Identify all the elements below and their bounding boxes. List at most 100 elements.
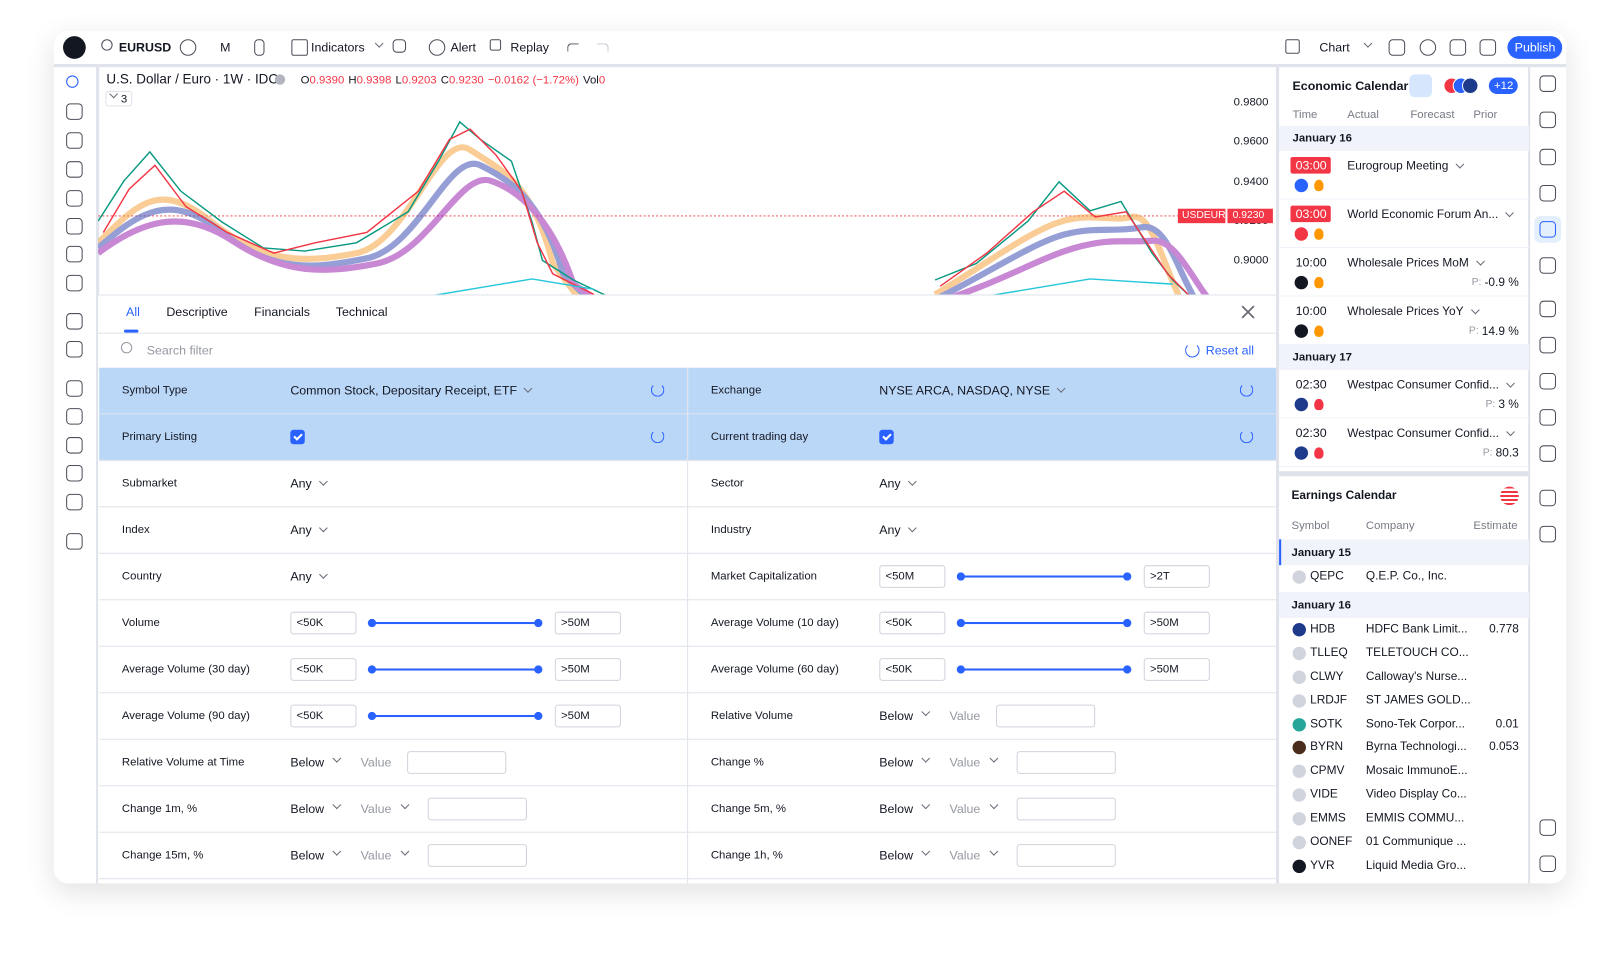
checkbox bbox=[290, 429, 305, 445]
earnings-symbol[interactable]: BYRN bbox=[1310, 741, 1344, 754]
chevron bbox=[1505, 378, 1515, 388]
earnings-symbol[interactable]: HDB bbox=[1310, 622, 1336, 636]
filter-row bbox=[99, 833, 688, 880]
left-toolbar bbox=[54, 67, 100, 884]
prior-value: -0.9 % bbox=[1484, 276, 1519, 290]
earnings-symbol[interactable]: SOTK bbox=[1310, 717, 1343, 730]
interval[interactable]: M bbox=[220, 40, 231, 55]
compare-field[interactable]: Value bbox=[360, 755, 392, 770]
earnings-symbol[interactable]: VIDE bbox=[1310, 788, 1338, 801]
slider-track bbox=[960, 621, 1128, 625]
compare-op[interactable]: Below bbox=[879, 848, 914, 863]
compare-field[interactable]: Value bbox=[949, 708, 981, 724]
publish-label[interactable]: Publish bbox=[1514, 40, 1556, 55]
compare-op[interactable]: Below bbox=[290, 755, 325, 770]
date: January 15 bbox=[1291, 546, 1351, 559]
impact-icon bbox=[1314, 276, 1324, 289]
toolbar-icon bbox=[1449, 39, 1467, 56]
event-name: Eurogroup Meeting bbox=[1347, 159, 1465, 173]
slider-knob bbox=[1123, 665, 1132, 674]
filter-row bbox=[688, 833, 1277, 880]
indicators-button[interactable]: Indicators bbox=[310, 40, 365, 55]
event-time: 02:30 bbox=[1295, 425, 1327, 441]
tab[interactable]: Financials bbox=[254, 304, 310, 320]
search-filter[interactable]: Search filter bbox=[146, 343, 213, 358]
earnings-company: Video Display Co... bbox=[1365, 788, 1467, 801]
date-group bbox=[1279, 591, 1530, 618]
compare-op[interactable]: Below bbox=[879, 755, 914, 770]
indicators-toggle bbox=[105, 90, 133, 107]
earnings-symbol[interactable]: YVR bbox=[1310, 859, 1335, 872]
reset-all[interactable]: Reset all bbox=[1205, 343, 1254, 358]
filter-row bbox=[688, 507, 1277, 554]
select-value: Any bbox=[879, 522, 901, 538]
impact-icon bbox=[1314, 325, 1324, 337]
select-value: NYSE ARCA, NASDAQ, NYSE bbox=[879, 383, 1051, 398]
filter-select[interactable]: Any bbox=[879, 476, 917, 491]
earnings-symbol[interactable]: CPMV bbox=[1310, 764, 1345, 778]
side-tool bbox=[1539, 819, 1556, 836]
compare-op[interactable]: Below bbox=[879, 801, 914, 817]
select-value: Any bbox=[290, 476, 312, 491]
close-button bbox=[1241, 305, 1255, 319]
layout-button[interactable]: Chart bbox=[1319, 40, 1350, 55]
time-badge bbox=[1290, 205, 1331, 223]
filter-select[interactable]: Any bbox=[879, 522, 917, 538]
filter-row bbox=[99, 740, 688, 787]
price-tag-symbol-text: USDEUR bbox=[1181, 209, 1226, 222]
input bbox=[427, 797, 527, 821]
input bbox=[879, 565, 946, 588]
input bbox=[1143, 565, 1210, 588]
filter-label: Average Volume (30 day) bbox=[121, 663, 250, 676]
filter-label: Relative Volume bbox=[710, 709, 793, 723]
filter-select[interactable]: Any bbox=[290, 476, 328, 491]
side-tool bbox=[1539, 525, 1556, 543]
earnings-symbol[interactable]: OONEF bbox=[1310, 835, 1353, 849]
chevron bbox=[1470, 305, 1480, 315]
tab[interactable]: Descriptive bbox=[166, 304, 228, 320]
filter-label: Change 1m, % bbox=[121, 802, 198, 816]
compare-field[interactable]: Value bbox=[949, 848, 981, 863]
filter-select[interactable]: Any bbox=[290, 569, 328, 584]
earnings-symbol[interactable]: QEPC bbox=[1310, 570, 1344, 583]
event-divider bbox=[1279, 344, 1530, 346]
event-title: Westpac Consumer Confid... bbox=[1347, 427, 1499, 441]
tab[interactable]: Technical bbox=[335, 304, 388, 320]
earnings-company: TELETOUCH CO... bbox=[1365, 646, 1469, 659]
symbol[interactable]: EURUSD bbox=[118, 40, 172, 55]
ohlc-label: H bbox=[348, 74, 357, 87]
input-value: <50K bbox=[885, 663, 913, 676]
calendar-filter bbox=[1409, 74, 1433, 98]
compare-op[interactable]: Below bbox=[879, 708, 914, 724]
toolbar-icon bbox=[1479, 39, 1497, 56]
prior-value: 80.3 bbox=[1495, 447, 1519, 460]
tab[interactable]: All bbox=[126, 304, 140, 320]
filter-row bbox=[688, 647, 1277, 694]
earnings-symbol[interactable]: EMMS bbox=[1310, 812, 1346, 825]
earnings-symbol[interactable]: CLWY bbox=[1310, 670, 1344, 683]
price-tag-price-text: 0.9230 bbox=[1232, 209, 1265, 222]
side-tool bbox=[1539, 221, 1556, 238]
filter-row bbox=[688, 461, 1277, 508]
filter-row bbox=[99, 600, 688, 647]
filter-select[interactable]: Any bbox=[290, 523, 328, 537]
filter-select[interactable]: Common Stock, Depositary Receipt, ETF bbox=[290, 383, 533, 398]
filter-row bbox=[99, 554, 688, 601]
compare-field[interactable]: Value bbox=[360, 848, 392, 863]
earnings-symbol[interactable]: TLLEQ bbox=[1310, 646, 1348, 659]
compare-field[interactable]: Value bbox=[949, 755, 981, 770]
compare-field[interactable]: Value bbox=[949, 801, 981, 817]
compare-op[interactable]: Below bbox=[290, 801, 325, 817]
compare-op[interactable]: Below bbox=[290, 848, 325, 863]
company-logo bbox=[1292, 741, 1306, 755]
alert-button[interactable]: Alert bbox=[450, 40, 476, 55]
input bbox=[1143, 658, 1210, 681]
earnings-company: Mosaic ImmunoE... bbox=[1365, 764, 1468, 778]
filter-select[interactable]: NYSE ARCA, NASDAQ, NYSE bbox=[879, 383, 1066, 398]
more-count: +12 bbox=[1494, 79, 1514, 92]
filter-row bbox=[99, 786, 688, 833]
earnings-symbol[interactable]: LRDJF bbox=[1310, 693, 1348, 707]
earnings-company: Liquid Media Gro... bbox=[1365, 859, 1467, 872]
compare-field[interactable]: Value bbox=[360, 801, 392, 817]
replay-button[interactable]: Replay bbox=[510, 40, 550, 55]
